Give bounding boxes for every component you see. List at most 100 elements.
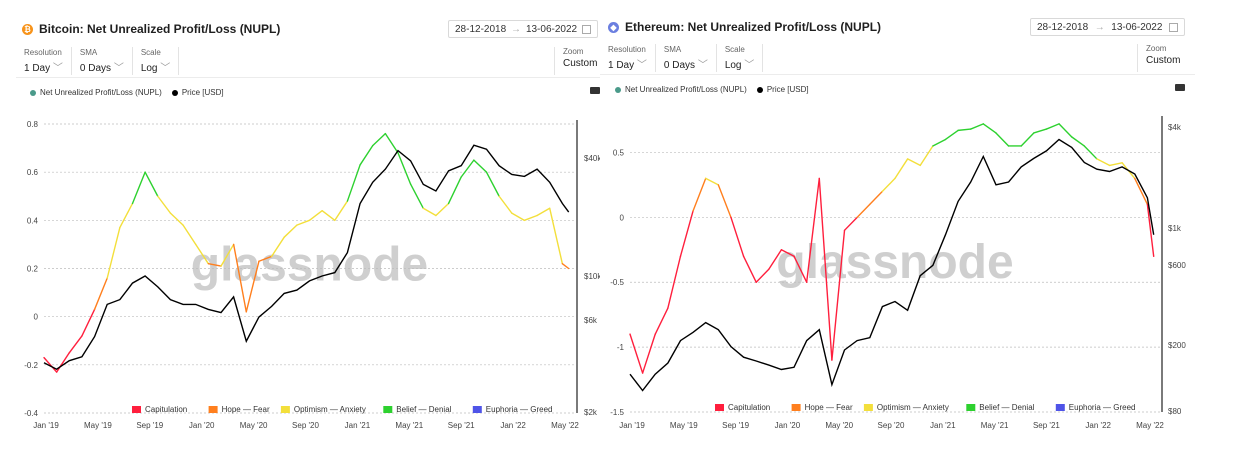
nupl-line-segment (906, 158, 921, 167)
nupl-line-segment (717, 184, 732, 219)
nupl-line-segment (818, 177, 833, 361)
chevron-down-icon: ﹀ (52, 63, 63, 74)
scale-label: Scale (140, 48, 161, 57)
y-right-tick-label: $40k (584, 154, 600, 163)
eth-resolution-select[interactable]: Resolution 1 Day ﹀ (600, 44, 656, 72)
nupl-line-segment (308, 209, 323, 222)
nupl-line-segment (397, 152, 412, 185)
btc-chart-title: ₿ Bitcoin: Net Unrealized Profit/Loss (N… (22, 22, 280, 36)
btc-zoom-select[interactable]: Zoom Custom (554, 47, 597, 75)
zoom-label: Zoom (1146, 44, 1167, 53)
x-tick-label: May '22 (1136, 421, 1164, 430)
nupl-line-segment (93, 277, 108, 311)
y-right-tick-label: $1k (1168, 224, 1182, 233)
nupl-line-segment (435, 202, 450, 217)
nupl-line-segment (334, 200, 349, 222)
ethereum-icon: ◆ (608, 21, 619, 33)
legend-item-price[interactable]: Price [USD] (171, 88, 224, 97)
legend-label: Net Unrealized Profit/Loss (NUPL) (625, 85, 747, 94)
eth-date-range-picker[interactable]: 28-12-2018 → 13-06-2022 (1030, 18, 1185, 36)
eth-zoom-select[interactable]: Zoom Custom (1137, 44, 1180, 72)
scale-label: Scale (724, 45, 745, 54)
nupl-line-segment (1146, 203, 1155, 257)
nupl-line-segment (55, 352, 70, 373)
price-line (43, 144, 570, 371)
sma-value: 0 Days (79, 63, 112, 74)
zoom-value: Custom (1146, 55, 1181, 66)
y-tick-label: 0.2 (27, 265, 39, 274)
eth-sma-select[interactable]: SMA 0 Days ﹀ (656, 44, 717, 72)
legend-item-price[interactable]: Price [USD] (756, 85, 809, 94)
camera-icon[interactable] (590, 87, 600, 94)
phase-legend-swatch (791, 404, 801, 411)
x-tick-label: Jan '19 (619, 421, 645, 430)
nupl-line-segment (1058, 123, 1073, 138)
btc-chart-panel: ₿ Bitcoin: Net Unrealized Profit/Loss (N… (0, 0, 600, 464)
calendar-icon (581, 24, 591, 34)
phase-legend-swatch (132, 406, 141, 413)
y-right-tick-label: $200 (1168, 341, 1186, 350)
nupl-line-segment (705, 177, 720, 186)
btc-scale-select[interactable]: Scale Log ﹀ (133, 47, 180, 75)
x-tick-label: Sep '20 (292, 421, 319, 430)
btc-resolution-select[interactable]: Resolution 1 Day ﹀ (16, 47, 72, 75)
nupl-line-segment (536, 207, 551, 217)
nupl-line-segment (1108, 162, 1123, 167)
x-tick-label: Sep '21 (448, 421, 475, 430)
nupl-line-segment (258, 255, 273, 262)
eth-series-legend: Net Unrealized Profit/Loss (NUPL) Price … (615, 85, 819, 94)
legend-item-nupl[interactable]: Net Unrealized Profit/Loss (NUPL) (30, 88, 162, 97)
nupl-line-segment (982, 123, 997, 134)
nupl-line-segment (1020, 132, 1035, 147)
nupl-line-segment (1033, 128, 1048, 134)
phase-legend-label: Capitulation (728, 403, 770, 412)
zoom-label: Zoom (563, 47, 584, 56)
y-tick-label: 0.8 (27, 120, 39, 129)
resolution-label: Resolution (24, 48, 62, 57)
chevron-down-icon: ﹀ (744, 60, 755, 71)
x-tick-label: May '20 (825, 421, 853, 430)
x-tick-label: Sep '19 (136, 421, 163, 430)
y-tick-label: 0.4 (27, 216, 39, 225)
phase-legend-label: Hope — Fear (222, 405, 270, 414)
nupl-line-segment (270, 236, 285, 258)
resolution-value: 1 Day (608, 60, 635, 71)
nupl-line-segment (232, 243, 247, 313)
legend-label: Net Unrealized Profit/Loss (NUPL) (40, 88, 162, 97)
chevron-down-icon: ﹀ (113, 63, 124, 74)
nupl-line-segment (106, 226, 121, 279)
eth-scale-select[interactable]: Scale Log ﹀ (717, 44, 764, 72)
phase-legend-label: Belief — Denial (979, 403, 1034, 412)
x-tick-label: May '19 (670, 421, 698, 430)
nupl-line-segment (359, 144, 374, 166)
legend-dot (30, 89, 36, 96)
nupl-line-segment (43, 356, 58, 373)
eth-chart-title: ◆ Ethereum: Net Unrealized Profit/Loss (… (608, 20, 881, 34)
x-tick-label: May '19 (84, 421, 112, 430)
phase-legend-swatch (1055, 404, 1065, 411)
sma-label: SMA (79, 48, 98, 57)
legend-dot (171, 89, 178, 96)
nupl-line-segment (511, 212, 526, 222)
x-tick-label: Jan '20 (189, 421, 215, 430)
y-right-tick-label: $2k (584, 408, 598, 417)
y-right-tick-label: $10k (584, 272, 600, 281)
btc-sma-select[interactable]: SMA 0 Days ﹀ (72, 47, 133, 75)
divider (16, 77, 600, 78)
arrow-right-icon: → (511, 23, 522, 35)
nupl-line-segment (81, 308, 96, 337)
nupl-line-segment (1045, 123, 1060, 130)
nupl-line-segment (68, 335, 83, 354)
x-tick-label: May '22 (551, 421, 579, 430)
divider (600, 74, 1195, 75)
y-tick-label: -1.5 (610, 408, 624, 417)
nupl-line-segment (169, 212, 184, 226)
nupl-line-segment (641, 333, 656, 374)
nupl-line-segment (561, 262, 570, 270)
resolution-value: 1 Day (24, 63, 51, 74)
chevron-down-icon: ﹀ (636, 60, 647, 71)
btc-date-range-picker[interactable]: 28-12-2018 → 13-06-2022 (448, 20, 598, 38)
camera-icon[interactable] (1175, 84, 1185, 91)
legend-item-nupl[interactable]: Net Unrealized Profit/Loss (NUPL) (615, 85, 747, 94)
phase-legend-label: Optimism — Anxiety (877, 403, 949, 412)
